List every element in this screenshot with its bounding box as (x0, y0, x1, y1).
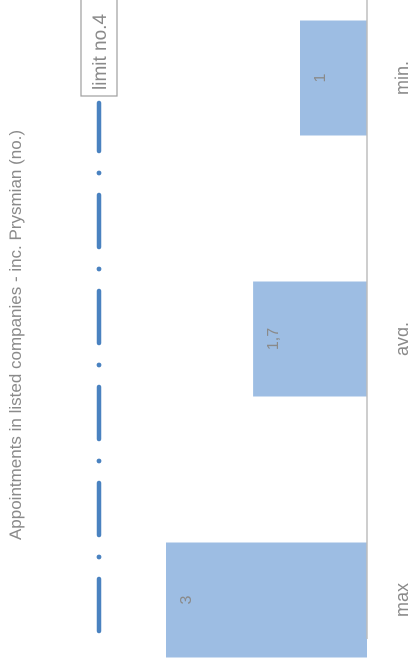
category-label-max: max (392, 583, 408, 617)
bars-group: 31,71 (166, 20, 368, 658)
y-axis-label: Appointments in listed companies - inc. … (6, 130, 25, 540)
category-label-min: min. (392, 61, 408, 95)
category-labels-group: max avg. min. (392, 61, 408, 617)
bar-avg (253, 281, 368, 397)
data-label-avg: 1,7 (265, 328, 282, 350)
chart-rotated-group: Appointments in listed companies - inc. … (6, 0, 408, 658)
limit-line-dot (96, 458, 102, 464)
data-label-max: 3 (178, 595, 195, 604)
limit-line-dot (96, 170, 102, 176)
data-label-min: 1 (312, 73, 329, 82)
limit-line-group: limit no.4 (80, 0, 118, 634)
limit-label-box (80, 0, 118, 97)
bar-min (300, 20, 367, 136)
limit-line-dot (96, 554, 102, 560)
limit-label: limit no.4 (90, 14, 111, 90)
bar-max (166, 542, 367, 658)
category-label-avg: avg. (392, 322, 408, 356)
limit-line-dot (96, 362, 102, 368)
limit-line-dot (96, 266, 102, 272)
